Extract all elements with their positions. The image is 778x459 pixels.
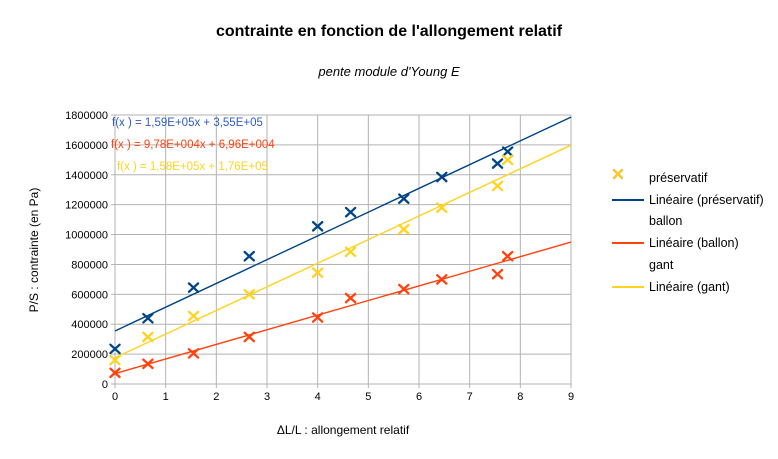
tick-label: 8 [517,391,523,403]
data-point-ballon [311,312,324,323]
tick-label: 1 [163,391,169,403]
x-marker-icon [610,168,646,272]
tick-label: 4 [315,391,321,403]
tick-label: 1400000 [65,170,108,182]
tick-label: 1000000 [65,230,108,242]
legend-label: préservatif [649,170,708,185]
data-point-préservatif [109,343,121,355]
data-point-préservatif [436,171,448,183]
line-swatch-icon [610,280,646,294]
tick-label: 200000 [71,349,108,361]
data-point-ballon [491,268,504,280]
chart-subtitle: pente module d'Young E [318,64,460,79]
legend-item-5: Linéaire (gant) [610,276,778,298]
tick-label: 1600000 [65,140,108,152]
tick-label: 800000 [71,259,108,271]
data-point-préservatif [243,250,256,262]
line-swatch-icon [610,236,646,250]
trendline-gant [114,144,572,359]
tick-label: 600000 [71,289,108,301]
trendline-préservatif [114,116,572,332]
data-point-gant [501,154,514,166]
data-point-ballon [436,274,448,285]
data-point-ballon [109,367,121,379]
x-axis-title: ΔL/L : allongement relatif [276,423,410,437]
data-point-préservatif [344,206,357,218]
tick-label: 400000 [71,319,108,331]
data-point-ballon [398,283,410,295]
data-point-préservatif [398,193,410,205]
data-point-gant [491,180,504,192]
data-point-gant [436,202,448,214]
data-point-gant [142,331,154,343]
trendline-equation-preservatif: f(x ) = 1,59E+05x + 3,55E+05 [112,117,263,129]
data-point-gant [311,267,324,279]
tick-label: 3 [264,391,270,403]
x-marker-icon [610,168,646,228]
data-point-ballon [187,348,200,359]
data-point-gant [344,246,357,258]
tick-label: 0 [112,391,118,403]
legend-item-4: gant [610,168,778,276]
data-point-préservatif [142,312,154,324]
legend-label: Linéaire (gant) [649,279,730,294]
data-point-préservatif [501,146,514,157]
line-swatch-icon [610,193,646,207]
legend-label: gant [649,258,674,273]
data-point-ballon [243,331,256,343]
legend-label: ballon [649,214,683,229]
data-point-préservatif [187,282,200,293]
data-point-gant [398,223,410,235]
trendline-equation-gant: f(x ) = 1,58E+05x + 1,76E+05 [117,161,268,173]
data-point-préservatif [311,220,324,232]
data-point-gant [109,354,121,366]
data-point-gant [243,288,256,300]
legend-label: Linéaire (préservatif) [649,192,764,207]
chart-title: contrainte en fonction de l'allongement … [215,23,563,40]
tick-label: 9 [568,391,574,403]
legend-item-1: Linéaire (préservatif) [610,189,778,211]
tick-label: 1200000 [65,200,108,212]
legend-item-3: Linéaire (ballon) [610,232,778,254]
legend: préservatif Linéaire (préservatif) ballon L… [610,167,778,298]
tick-label: 7 [467,391,473,403]
tick-label: 6 [416,391,422,403]
tick-label: 5 [365,391,371,403]
data-point-gant [187,310,200,322]
trendline-equation-ballon: f(x ) = 9,78E+004x + 6,96E+004 [111,139,275,151]
legend-item-2: ballon [610,168,778,233]
tick-label: 2 [213,391,219,403]
tick-label: 1800000 [65,110,108,122]
y-axis-title: P/S : contrainte (en Pa) [27,187,41,313]
data-point-préservatif [491,158,504,169]
data-point-ballon [501,250,514,262]
data-point-ballon [142,358,154,370]
data-point-ballon [344,292,357,304]
tick-label: 0 [102,379,108,391]
legend-label: Linéaire (ballon) [649,236,739,251]
legend-item-0: préservatif [610,167,778,189]
